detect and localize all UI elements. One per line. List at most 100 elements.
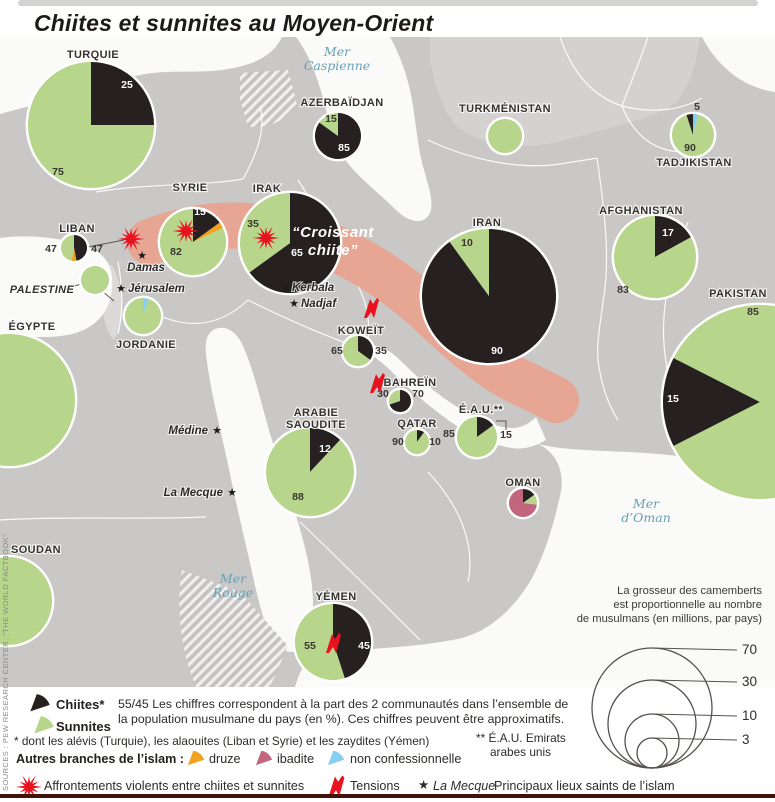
size-circle-10: [624, 713, 680, 769]
pie-slice-chiite: [686, 114, 693, 135]
country-label-qatar: QATAR: [397, 418, 436, 430]
city-labels: ★Damas★ Jérusalem ★ Kerbala★ Nadjaf★Médine★L…: [116, 249, 338, 500]
pie-slice-sunnite: [28, 62, 154, 188]
city-label-nadjaf: Nadjaf: [301, 298, 337, 310]
pie-slice-ibadite: [508, 489, 537, 517]
pie-value-azerbaidjan: 85: [338, 142, 350, 154]
pie-slice-sunnite: [160, 209, 227, 275]
pie-slice-chiite: [422, 228, 557, 364]
chiites-legend-icon: [28, 692, 52, 712]
pie-qatar[interactable]: [402, 427, 432, 457]
ibadite-wedge-shape: [255, 751, 273, 766]
pie-value-arabie_saoudite: 88: [292, 491, 304, 503]
pie-slice-sunnite: [523, 494, 538, 505]
country-label-irak: IRAK: [253, 183, 282, 195]
red-sea: [205, 327, 314, 652]
pie-slice-chiite: [193, 209, 220, 242]
size-circle-value: 30: [742, 674, 757, 689]
country-label-soudan: SOUDAN: [11, 544, 61, 556]
branches-title: Autres branches de l’islam :: [16, 752, 184, 766]
druze-icon: [186, 749, 206, 767]
holy-city-star-icon: ★: [289, 297, 299, 310]
pie-value-pakistan: 15: [667, 393, 679, 405]
chiite-wedge-shape: [30, 694, 50, 712]
pie-value-yemen: 45: [358, 640, 370, 652]
pie-slice-sunnite: [265, 428, 354, 516]
pie-syrie[interactable]: [157, 206, 229, 278]
size-circle-leader: [651, 713, 738, 717]
pie-azerbaidjan[interactable]: [312, 110, 364, 162]
pie-slice-sunnite: [0, 557, 52, 645]
hatched-areas: [179, 70, 298, 687]
pie-yemen[interactable]: [292, 601, 374, 683]
pie-slice-sunnite: [673, 305, 775, 499]
pie-slice-chiite: [417, 430, 425, 442]
pie-value-liban: 47: [91, 243, 103, 255]
size-circle-leader: [651, 679, 738, 683]
pie-bahrein[interactable]: [386, 387, 414, 415]
pie-oman[interactable]: [506, 486, 540, 520]
violent-clash-burst-icon: [172, 219, 200, 243]
pie-value-bahrein: 30: [377, 388, 389, 400]
size-circle-30: [607, 679, 697, 769]
pie-afghanistan[interactable]: [611, 213, 699, 301]
country-label-liban: LIBAN: [59, 223, 95, 235]
pie-liban[interactable]: [58, 232, 90, 264]
eau-footnote-line-1: ** É.A.U. Emirats: [476, 731, 566, 745]
holy-city-star-icon: ★: [227, 486, 237, 499]
pie-slice-non_confessionnelle: [693, 114, 699, 135]
connector-line: [496, 420, 507, 430]
top-rule: [18, 0, 758, 6]
pie-value-koweit: 65: [331, 345, 343, 357]
pie-value-iran: 90: [491, 345, 503, 357]
sunnites-legend-label: Sunnites: [56, 719, 111, 734]
city-label-kerbala: Kerbala: [292, 282, 335, 294]
pie-slice-sunnite: [488, 119, 522, 153]
city-label-damas: Damas: [127, 262, 165, 274]
pie-slice-chiite: [333, 604, 371, 679]
pie-turquie[interactable]: [25, 59, 157, 191]
pie-koweit[interactable]: [340, 333, 376, 369]
size-circle-leader: [651, 737, 738, 741]
pie-slice-chiite: [662, 357, 760, 447]
druze-label: druze: [209, 752, 241, 766]
pie-egypte[interactable]: [0, 331, 78, 469]
pie-slice-druze: [71, 248, 77, 262]
country-label-palestine: PALESTINE: [10, 284, 75, 296]
non-confessionnelle-icon: [326, 749, 346, 767]
bottom-rule: [0, 794, 775, 798]
pie-eau[interactable]: [454, 414, 500, 460]
pie-value-eau: 15: [500, 429, 512, 441]
pie-arabie_saoudite[interactable]: [263, 425, 357, 519]
pie-value-qatar: 90: [392, 436, 404, 448]
aral-area: [702, 37, 775, 92]
ibadite-icon: [254, 749, 274, 767]
size-legend-title: La grosseur des camemberts est proportio…: [522, 584, 762, 626]
shia-crescent-label: “Croissant chiite”: [292, 224, 374, 259]
pie-jordanie[interactable]: [122, 295, 164, 337]
pie-tadjikistan[interactable]: [669, 111, 717, 159]
ibadite-label: ibadite: [277, 752, 315, 766]
pie-slice-sunnite: [81, 266, 109, 294]
pie-iran[interactable]: [419, 226, 559, 366]
size-circle-leader: [651, 647, 738, 651]
pie-slice-chiite: [358, 336, 374, 360]
pie-palestine[interactable]: [78, 263, 112, 297]
pie-soudan[interactable]: [0, 554, 55, 648]
pie-value-turquie: 25: [121, 79, 133, 91]
non_confessionnelle-wedge-shape: [327, 751, 345, 766]
country-label-iran: IRAN: [473, 217, 502, 229]
pie-turkmenistan[interactable]: [485, 116, 525, 156]
violent-clashes-label: Affrontements violents entre chiites et …: [44, 779, 305, 793]
lightning-shape: [328, 775, 345, 797]
pie-value-afghanistan: 83: [617, 284, 629, 296]
country-label-afghanistan: AFGHANISTAN: [599, 205, 683, 217]
pie-pakistan[interactable]: [660, 302, 775, 502]
pie-value-irak: 35: [247, 218, 259, 230]
pie-slice-sunnite: [389, 390, 400, 405]
non-confessionnelle-label: non confessionnelle: [350, 752, 462, 766]
eau-footnote-line-2: arabes unis: [490, 745, 551, 759]
size-legend-title-line-2: est proportionnelle au nombre: [613, 599, 762, 611]
pie-slice-non_confessionnelle: [143, 298, 149, 316]
size-circle-3: [636, 737, 668, 769]
